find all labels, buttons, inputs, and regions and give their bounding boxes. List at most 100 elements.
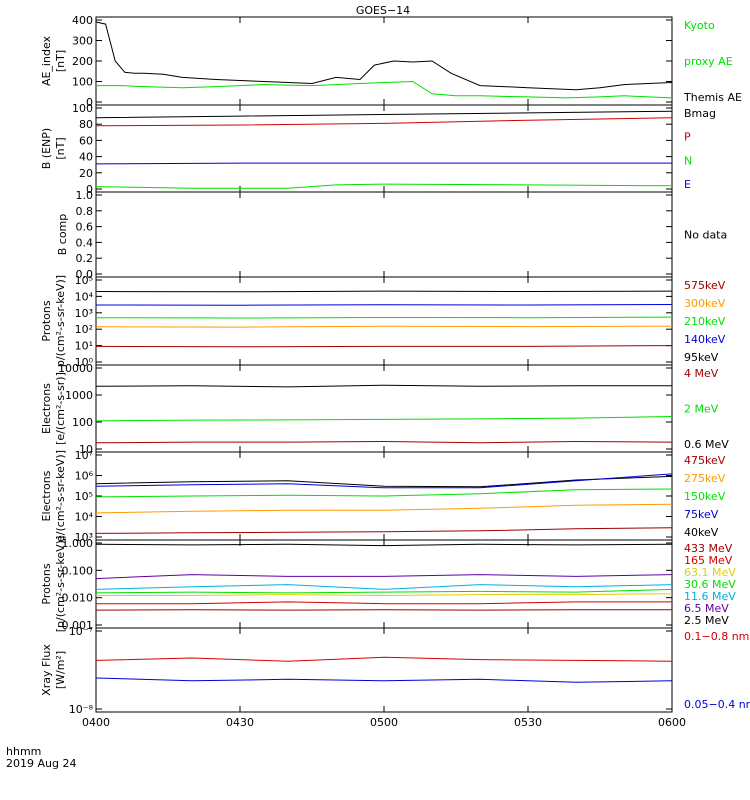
series-line-150keV: [95, 488, 673, 498]
series-line-40keV: [95, 475, 673, 488]
series-line-300keV: [95, 325, 673, 328]
panel-3: 0.0 0.2 0.4 0.6 0.8 1.0 B comp No data: [56, 189, 727, 281]
y-tick-label: 0.100: [62, 564, 94, 577]
legend-entry: 275keV: [684, 472, 726, 485]
y-tick-label: 10³: [75, 307, 93, 320]
y-axis-label: p/(cm²-s-sr-keV)]: [54, 275, 67, 367]
series-line-475keV: [95, 527, 673, 534]
legend-entry: 2 MeV: [684, 403, 719, 416]
y-tick-label: 40: [79, 151, 93, 164]
y-tick-label: 10²: [75, 323, 93, 336]
legend-entry: Bmag: [684, 107, 716, 120]
y-tick-label: 300: [72, 35, 93, 48]
legend-entry: Themis AE: [683, 91, 742, 104]
series-line-0.6-MeV: [95, 384, 672, 388]
time-axis-corner-label: hhmm: [6, 745, 41, 758]
panel-1: 0 100 200 300 400 AE_index [nT] Kyoto proxy AE Th…: [40, 14, 742, 109]
y-tick-label: 80: [79, 118, 93, 131]
y-tick-label: 10¹: [75, 340, 93, 353]
legend-entry: 40keV: [684, 526, 719, 539]
y-axis-label: [nT]: [54, 50, 67, 72]
legend-entry: P: [684, 131, 691, 144]
series-line-575keV: [95, 345, 673, 348]
legend-entry: 475keV: [684, 454, 726, 467]
y-tick-label: 0.8: [76, 205, 94, 218]
legend-entry: 140keV: [684, 333, 726, 346]
legend-entry: 150keV: [684, 490, 726, 503]
y-tick-label: 1.000: [62, 537, 94, 550]
y-axis-label: [e/(cm²-s-sr)]: [54, 372, 67, 445]
y-axis-label: [p/(cm²-s-sr-keV)]: [54, 536, 67, 633]
series-line-6.5-MeV: [95, 574, 673, 580]
x-tick-label: 0500: [370, 716, 398, 729]
series-line-95keV: [95, 290, 673, 293]
y-tick-label: 10⁴: [75, 290, 94, 303]
y-tick-label: 10: [79, 443, 93, 456]
x-tick-label: 0600: [658, 716, 686, 729]
series-line-11.6-MeV: [95, 584, 673, 590]
panel-7: 0.001 0.010 0.100 1.000 Protons [p/(cm²-s-sr-…: [40, 536, 736, 633]
series-line-Themis-AE: [95, 21, 673, 91]
legend-entry: 433 MeV: [684, 542, 733, 555]
legend-entry: 2.5 MeV: [684, 614, 729, 627]
series-line-140keV: [95, 304, 673, 306]
legend-entry: 165 MeV: [684, 554, 733, 567]
time-axis-date-label: 2019 Aug 24: [6, 757, 76, 770]
legend-entry: 63.1 MeV: [684, 566, 736, 579]
y-tick-label: 1.0: [76, 189, 94, 202]
panel-6: 10³ 10⁴ 10⁵ 10⁶ 10⁷ Electrons e/(cm²-s-sr-keV)…: [40, 449, 726, 544]
y-tick-label: 0.4: [76, 236, 94, 249]
y-axis-label: Electrons: [40, 383, 53, 434]
legend-entry: 95keV: [684, 351, 719, 364]
y-axis-label: B (ENP): [40, 128, 53, 169]
panel-8: 10⁻⁸ 10⁻⁷ Xray Flux [W/m²] 0.1−0.8 nm 0.05−0.…: [40, 625, 750, 716]
y-tick-label: 10⁶: [75, 470, 94, 483]
y-tick-label: 200: [72, 55, 93, 68]
y-tick-label: 10⁻⁸: [69, 703, 94, 716]
legend-entry: 0.05−0.4 nm: [684, 698, 750, 711]
series-line-63.1-MeV: [96, 593, 673, 597]
legend-entry: 300keV: [684, 297, 726, 310]
legend-entry: 75keV: [684, 508, 719, 521]
y-axis-label: Protons: [40, 563, 53, 604]
y-axis-label: Protons: [40, 300, 53, 341]
panel-frame: [95, 364, 673, 453]
panel-frame: [95, 539, 673, 629]
chart-title: GOES−14: [356, 4, 410, 17]
panel-5: 10 100 1000 10000 Electrons [e/(cm²-s-sr)] 4 M…: [40, 362, 729, 456]
y-tick-label: 0: [86, 183, 93, 196]
legend-entry: 11.6 MeV: [684, 590, 736, 603]
panel-4: 10⁰ 10¹ 10² 10³ 10⁴ 10⁵ Protons p/(cm²-s-sr-keV…: [40, 274, 726, 369]
series-line-30.6-MeV: [95, 588, 673, 594]
y-tick-label: 10000: [58, 362, 93, 375]
x-tick-label: 0530: [514, 716, 542, 729]
legend-entry: 210keV: [684, 315, 726, 328]
series-line-2-MeV: [95, 416, 673, 422]
y-axis-label: B comp: [56, 214, 69, 256]
series-line-0.05-0.4-nm: [95, 677, 673, 683]
series-line-210keV: [95, 316, 673, 319]
legend-entry: 6.5 MeV: [684, 602, 729, 615]
panel-2: 0 20 40 60 80 100 B (ENP) [nT] Bmag PNE: [40, 102, 716, 196]
legend-entry: 0.6 MeV: [684, 438, 729, 451]
y-tick-label: 10⁴: [75, 511, 94, 524]
series-line-Bmag: [95, 110, 673, 119]
y-axis-label: Xray Flux: [40, 644, 53, 696]
y-tick-label: 0.6: [76, 221, 94, 234]
series-line-Kyoto-proxy-AE: [96, 80, 673, 99]
legend-entry: Kyoto: [684, 19, 715, 32]
legend-entry: 4 MeV: [684, 367, 719, 380]
series-line-165-MeV: [96, 601, 672, 605]
panel-frame: [95, 104, 673, 193]
series-line-N: [95, 183, 673, 189]
y-tick-label: 20: [79, 167, 93, 180]
y-axis-label: [nT]: [54, 137, 67, 159]
series-line-P: [95, 117, 673, 127]
y-tick-label: 0.001: [62, 619, 94, 632]
y-tick-label: 10⁻⁷: [69, 625, 93, 638]
panel-frame: [95, 16, 673, 106]
y-tick-label: 1000: [65, 389, 93, 402]
y-tick-label: 60: [79, 134, 93, 147]
y-tick-label: 0.0: [76, 268, 94, 281]
